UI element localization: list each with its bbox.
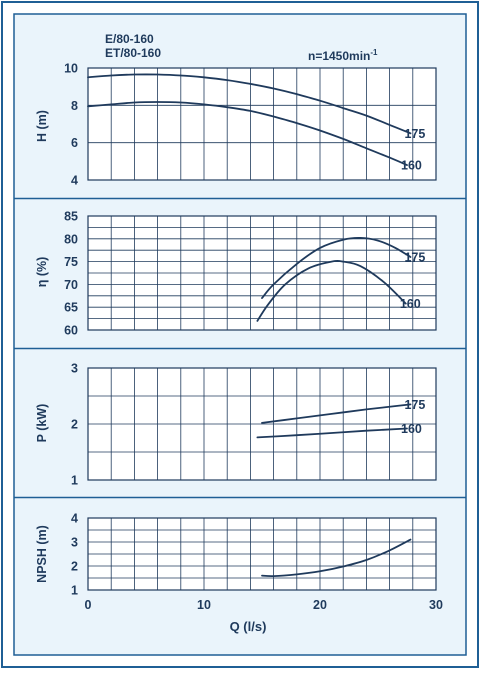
speed-label: n=1450min-1 xyxy=(308,48,378,63)
y-tick-label: 8 xyxy=(71,99,78,113)
y-tick-label: 60 xyxy=(64,324,78,338)
plot-border xyxy=(87,67,437,181)
y-tick-label: 1 xyxy=(71,474,78,488)
x-tick-label: 20 xyxy=(313,598,327,612)
model-label-2: ET/80-160 xyxy=(105,46,161,60)
series-line-175 xyxy=(261,403,412,424)
model-label-1: E/80-160 xyxy=(105,32,154,46)
y-tick-label: 85 xyxy=(64,210,78,224)
y-tick-label: 1 xyxy=(71,584,78,598)
series-label-175: 175 xyxy=(404,127,425,141)
plot-border xyxy=(87,367,437,481)
y-tick-label: 3 xyxy=(71,362,78,376)
y-tick-label: 4 xyxy=(71,174,78,188)
series-label-160: 160 xyxy=(400,297,421,311)
x-tick-label: 30 xyxy=(429,598,443,612)
y-tick-label: 65 xyxy=(64,301,78,315)
series-line-160 xyxy=(87,101,408,166)
series-line-160 xyxy=(256,427,408,439)
panel-1: 60 65 70 75 80 85 η (%) 175 160 xyxy=(14,197,466,346)
x-tick-label: 0 xyxy=(85,598,92,612)
x-axis-title: Q (l/s) xyxy=(230,619,267,634)
speed-label-base: n=1450min xyxy=(308,49,370,63)
y-tick-label: 2 xyxy=(71,418,78,432)
plot-border xyxy=(87,517,437,591)
y-axis-title: P (kW) xyxy=(35,404,49,443)
y-tick-label: 70 xyxy=(64,278,78,292)
y-axis-title: H (m) xyxy=(35,110,49,142)
y-axis-title: η (%) xyxy=(35,257,49,288)
panel-0: 4 6 8 10 H (m) 175 160 xyxy=(15,16,465,197)
series-line-160 xyxy=(256,259,407,322)
plot-border xyxy=(87,215,437,331)
series-label-160: 160 xyxy=(401,159,422,173)
speed-label-superscript: -1 xyxy=(370,48,378,57)
y-tick-label: 80 xyxy=(64,232,78,246)
series-label-175: 175 xyxy=(404,251,425,265)
series-line-175 xyxy=(87,73,412,135)
x-tick-label: 10 xyxy=(197,598,211,612)
y-tick-label: 3 xyxy=(71,536,78,550)
y-axis-title: NPSH (m) xyxy=(35,525,49,583)
panel-3: 1 2 3 4 NPSH (m) 0 10 20 30 xyxy=(14,496,466,652)
series-line-175 xyxy=(261,236,412,299)
series-label-160: 160 xyxy=(401,422,422,436)
y-tick-label: 6 xyxy=(71,136,78,150)
y-tick-label: 2 xyxy=(71,560,78,574)
panel-2: 1 2 3 P (kW) 175 160 xyxy=(14,347,466,495)
series-label-175: 175 xyxy=(404,398,425,412)
y-tick-label: 4 xyxy=(71,512,78,526)
y-tick-label: 10 xyxy=(64,62,78,76)
y-tick-label: 75 xyxy=(64,255,78,269)
series-line xyxy=(261,538,412,578)
plot-area xyxy=(88,68,436,180)
